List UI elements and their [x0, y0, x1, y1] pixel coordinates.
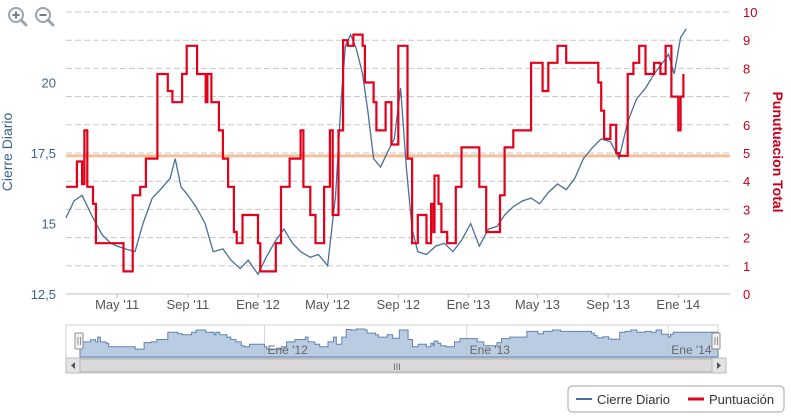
- right-tick-label: 4: [743, 174, 750, 189]
- legend-item-puntuacion[interactable]: Puntuación: [688, 392, 774, 407]
- right-tick-label: 1: [743, 259, 750, 274]
- grid-lines: [66, 11, 730, 267]
- navigator-left-handle[interactable]: [74, 332, 84, 350]
- left-tick-label: 17,5: [31, 146, 56, 161]
- scroll-right-button[interactable]: [711, 357, 727, 374]
- x-axis-ticks: May '11 Sep '11 Ene '12 May '12 Sep '12 Ene '…: [95, 294, 700, 312]
- scrollbar[interactable]: III: [65, 357, 727, 374]
- right-tick-label: 3: [743, 202, 750, 217]
- arrow-right-icon: [717, 362, 721, 369]
- x-tick-label: Sep '11: [167, 297, 210, 312]
- right-tick-label: 5: [743, 146, 750, 161]
- left-axis-ticks: 12,5 15 17,5 20: [31, 76, 56, 303]
- left-tick-label: 12,5: [31, 287, 56, 302]
- navigator-right-handle[interactable]: [711, 332, 721, 350]
- left-tick-label: 20: [42, 76, 56, 91]
- legend-label-cierre-diario: Cierre Diario: [597, 392, 670, 407]
- navigator-tick-label: Ene '13: [470, 343, 511, 357]
- zoom-in-icon: [8, 7, 28, 27]
- right-axis-ticks: 0 1 2 3 4 5 6 7 8 9 10: [743, 5, 757, 302]
- right-tick-label: 7: [743, 90, 750, 105]
- right-tick-label: 2: [743, 231, 750, 246]
- series-line-cierre-diario[interactable]: [65, 28, 687, 276]
- x-tick-label: May '12: [305, 297, 350, 312]
- navigator-area: [79, 328, 719, 358]
- right-tick-label: 10: [743, 5, 757, 20]
- arrow-left-icon: [71, 362, 75, 369]
- x-tick-label: May '13: [515, 297, 560, 312]
- zoom-out-icon: [35, 7, 55, 27]
- navigator[interactable]: Ene '12 Ene '13 Ene '14: [65, 324, 721, 359]
- x-tick-label: Sep '12: [376, 297, 420, 312]
- right-tick-label: 0: [743, 287, 750, 302]
- zoom-out-button[interactable]: [35, 7, 55, 27]
- scrollbar-grip: III: [393, 362, 401, 372]
- right-tick-label: 6: [743, 118, 750, 133]
- zoom-in-button[interactable]: [8, 7, 28, 27]
- navigator-tick-label: Ene '14: [671, 343, 712, 357]
- x-tick-label: Sep '13: [586, 297, 630, 312]
- series-line-puntuacion[interactable]: [66, 33, 685, 273]
- right-tick-label: 9: [743, 33, 750, 48]
- right-tick-label: 8: [743, 61, 750, 76]
- navigator-tick-label: Ene '12: [267, 343, 308, 357]
- scroll-left-button[interactable]: [65, 357, 81, 374]
- legend-box: [567, 385, 785, 413]
- legend-item-cierre-diario[interactable]: Cierre Diario: [576, 392, 670, 407]
- left-tick-label: 15: [42, 217, 56, 232]
- x-tick-label: Ene '12: [236, 297, 280, 312]
- legend-label-puntuacion: Puntuación: [709, 392, 774, 407]
- left-axis-title: Cierre Diario: [0, 113, 15, 192]
- navigator-ticks: Ene '12 Ene '13 Ene '14: [267, 343, 711, 357]
- x-tick-label: May '11: [95, 297, 139, 312]
- legend: Cierre Diario Puntuación: [567, 385, 785, 413]
- x-tick-label: Ene '13: [447, 297, 491, 312]
- x-tick-label: Ene '14: [656, 297, 700, 312]
- right-axis-title: Punutuacion Total: [770, 91, 786, 212]
- plot-series[interactable]: [65, 28, 687, 276]
